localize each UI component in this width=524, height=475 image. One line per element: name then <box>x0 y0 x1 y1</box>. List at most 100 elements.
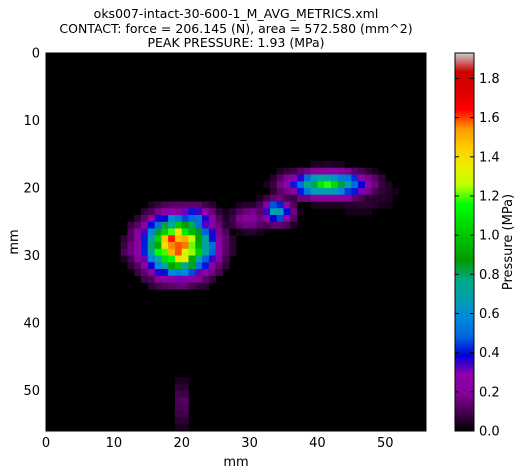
x-axis: 0 10 20 30 40 50 <box>42 53 394 451</box>
heatmap-cell <box>310 188 318 196</box>
heatmap-cell <box>351 174 359 182</box>
heatmap-cell <box>344 174 352 182</box>
heatmap-cell <box>283 188 291 196</box>
heatmap-cell <box>290 221 298 229</box>
heatmap-cell <box>127 228 135 236</box>
heatmap-cell <box>283 181 291 189</box>
heatmap-cell <box>161 208 169 216</box>
heatmap-cell <box>168 262 176 270</box>
heatmap-cell <box>283 221 291 229</box>
heatmap-cell <box>297 167 305 175</box>
heatmap-cell <box>358 188 366 196</box>
heatmap-cell <box>188 221 196 229</box>
heatmap-cell <box>337 181 345 189</box>
heatmap-cell <box>174 377 183 385</box>
heatmap-cell <box>195 262 203 270</box>
heatmap-cell <box>188 269 196 277</box>
heatmap-cell <box>195 282 203 290</box>
heatmap-cell <box>358 208 366 216</box>
heatmap-cell <box>371 167 379 175</box>
heatmap-cell <box>229 248 237 256</box>
heatmap-cell <box>168 282 176 290</box>
heatmap-cell <box>195 228 203 236</box>
heatmap-cell <box>174 221 183 229</box>
heatmap-cell <box>195 275 203 283</box>
heatmap-cell <box>331 201 339 209</box>
heatmap-cell <box>168 221 176 229</box>
heatmap-cell <box>195 201 203 209</box>
heatmap-cell <box>222 228 230 236</box>
heatmap-cell <box>392 188 400 196</box>
heatmap-cell <box>154 255 162 263</box>
heatmap-cell <box>168 201 176 209</box>
heatmap-cell <box>174 410 183 418</box>
heatmap-cell <box>141 242 149 250</box>
heatmap-cell <box>195 235 203 243</box>
heatmap-cell <box>242 228 250 236</box>
heatmap-cell <box>337 194 345 202</box>
heatmap-cell <box>174 215 183 223</box>
y-tick-label: 20 <box>23 182 40 197</box>
heatmap-cell <box>147 221 155 229</box>
heatmap-cell <box>222 215 230 223</box>
heatmap-cell <box>222 262 230 270</box>
heatmap-cell <box>324 174 332 182</box>
heatmap-cell <box>134 269 142 277</box>
heatmap-cell <box>147 208 155 216</box>
heatmap-cell <box>202 215 210 223</box>
heatmap-cell <box>147 235 155 243</box>
heatmap-cell <box>310 201 318 209</box>
heatmap-cell <box>188 201 196 209</box>
colorbar-label: Pressure (MPa) <box>501 194 516 290</box>
heatmap-cell <box>134 262 142 270</box>
heatmap-cell <box>317 174 325 182</box>
heatmap-cell <box>269 174 278 182</box>
chart-title-line-2: CONTACT: force = 206.145 (N), area = 572… <box>59 20 413 36</box>
colorbar-tick-label: 1.6 <box>479 111 500 126</box>
colorbar-tick-label: 1.2 <box>479 189 500 204</box>
heatmap-cell <box>141 275 149 283</box>
heatmap-cell <box>202 269 210 277</box>
heatmap-cell <box>331 194 339 202</box>
heatmap-cell <box>317 161 325 169</box>
heatmap-cell <box>127 255 135 263</box>
heatmap-cell <box>161 228 169 236</box>
heatmap-cell <box>181 255 189 263</box>
heatmap-cell <box>134 255 142 263</box>
heatmap-cell <box>174 228 183 236</box>
heatmap-cell <box>141 215 149 223</box>
heatmap-cell <box>358 181 366 189</box>
chart-title-line-3: PEAK PRESSURE: 1.93 (MPa) <box>147 35 325 50</box>
heatmap-cell <box>181 269 189 277</box>
heatmap-cell <box>297 174 305 182</box>
heatmap-cell <box>202 262 210 270</box>
heatmap-cell <box>385 194 393 202</box>
heatmap-cell <box>127 242 135 250</box>
heatmap-cell <box>127 235 135 243</box>
heatmap-cell <box>371 201 379 209</box>
colorbar-tick-label: 0.2 <box>479 385 500 400</box>
heatmap-cell <box>195 221 203 229</box>
heatmap-cell <box>269 201 278 209</box>
heatmap-cell <box>202 235 210 243</box>
heatmap-cell <box>174 269 183 277</box>
colorbar-tick-label: 0.4 <box>479 346 500 361</box>
heatmap-cell <box>174 201 183 209</box>
heatmap-cell <box>269 181 278 189</box>
heatmap-cell <box>276 221 284 229</box>
heatmap-cell <box>154 235 162 243</box>
colorbar-tick-label: 1.8 <box>479 72 500 87</box>
heatmap-cell <box>249 228 257 236</box>
heatmap-cell <box>147 215 155 223</box>
heatmap-cell <box>195 269 203 277</box>
heatmap-cell <box>120 242 128 250</box>
heatmap-cell <box>242 201 250 209</box>
heatmap-cell <box>290 181 298 189</box>
heatmap-cell <box>269 215 278 223</box>
heatmap-cell <box>147 242 155 250</box>
heatmap-cell <box>188 275 196 283</box>
heatmap-cell <box>174 383 183 391</box>
heatmap-cell <box>161 201 169 209</box>
heatmap-cell <box>331 188 339 196</box>
